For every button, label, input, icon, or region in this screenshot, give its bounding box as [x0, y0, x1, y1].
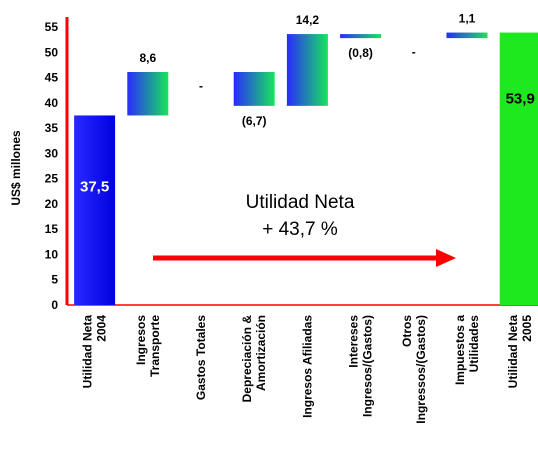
category-label-line: Utilidades — [467, 315, 481, 373]
bar-5 — [340, 34, 381, 38]
data-label-2: - — [199, 79, 203, 93]
bar-7 — [447, 33, 488, 39]
y-tick-label: 30 — [45, 146, 59, 160]
y-tick-label: 20 — [45, 197, 59, 211]
category-label-line: Ingresos Afiliadas — [300, 315, 314, 418]
y-tick-label: 40 — [45, 96, 59, 110]
category-label-line: Intereses — [347, 315, 361, 368]
category-label-line: Amortización — [254, 315, 268, 391]
annotation-line2: + 43,7 % — [262, 219, 338, 240]
category-label-line: Ingresos — [134, 315, 148, 365]
category-labels: Utilidad Neta 2004 Ingresos Transporte Gasto… — [81, 315, 535, 424]
annotation-line1: Utilidad Neta — [246, 192, 355, 213]
category-label-line: Transporte — [148, 315, 162, 377]
category-label-line: Otros — [400, 315, 414, 347]
category-label-3: Depreciación & Amortización — [240, 315, 268, 403]
data-label-3: (6,7) — [242, 114, 267, 128]
bar-3 — [234, 72, 275, 106]
category-label-4: Ingresos Afiliadas — [300, 315, 314, 418]
bar-8 — [500, 33, 538, 305]
category-label-line: Gastos Totales — [194, 315, 208, 400]
y-tick-label: 25 — [45, 172, 59, 186]
data-label-7: 1,1 — [459, 12, 476, 26]
category-label-0: Utilidad Neta 2004 — [81, 315, 109, 389]
data-label-1: 8,6 — [139, 51, 156, 65]
category-label-2: Gastos Totales — [194, 315, 208, 400]
bar-1 — [127, 72, 168, 115]
category-label-8: Utilidad Neta 2005 — [506, 315, 534, 389]
category-label-7: Impuestos a Utilidades — [453, 315, 481, 385]
y-tick-label: 45 — [45, 71, 59, 85]
y-tick-label: 0 — [51, 298, 58, 312]
y-tick-label: 5 — [51, 273, 58, 287]
growth-arrow-head — [436, 249, 456, 267]
category-label-line: Ingressos/(Gastos) — [414, 315, 428, 424]
data-label-4: 14,2 — [296, 13, 320, 27]
data-label-5: (0,8) — [348, 46, 373, 60]
bars — [74, 33, 538, 305]
category-label-line: Ingresos/(Gastos) — [361, 315, 375, 417]
y-axis-title: US$ millones — [9, 130, 23, 206]
data-label-0: 37,5 — [80, 178, 109, 195]
category-label-line: Impuestos a — [453, 315, 467, 385]
category-label-line: 2004 — [95, 315, 109, 342]
data-label-6: - — [412, 45, 416, 59]
category-label-line: Utilidad Neta — [506, 315, 520, 389]
category-label-5: Intereses Ingresos/(Gastos) — [347, 315, 375, 417]
y-tick-label: 50 — [45, 45, 59, 59]
category-label-6: Otros Ingressos/(Gastos) — [400, 315, 428, 424]
data-label-8: 53,9 — [506, 90, 535, 107]
category-label-line: Depreciación & — [240, 315, 254, 403]
category-label-line: 2005 — [520, 315, 534, 342]
bar-0 — [74, 115, 115, 305]
bar-4 — [287, 34, 328, 106]
category-label-line: Utilidad Neta — [81, 315, 95, 389]
category-label-1: Ingresos Transporte — [134, 315, 162, 377]
y-tick-label: 15 — [45, 222, 59, 236]
y-tick-label: 35 — [45, 121, 59, 135]
growth-annotation: Utilidad Neta + 43,7 % — [153, 192, 456, 267]
y-tick-label: 10 — [45, 247, 59, 261]
y-tick-label: 55 — [45, 20, 59, 34]
